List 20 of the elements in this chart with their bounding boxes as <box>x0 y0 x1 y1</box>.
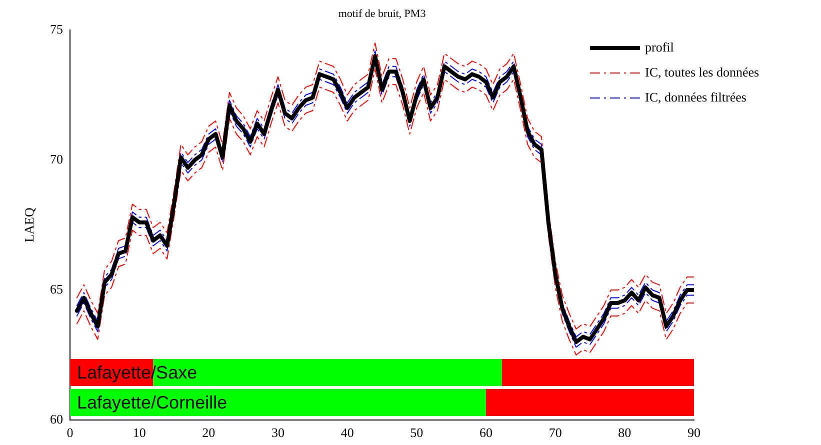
legend-label: IC, toutes les données <box>645 64 760 80</box>
y-tick-label: 65 <box>50 281 63 296</box>
x-tick-label: 50 <box>410 425 424 440</box>
legend-label: profil <box>645 39 674 54</box>
x-tick-label: 0 <box>66 425 74 440</box>
x-tick-label: 30 <box>272 425 284 440</box>
x-tick-label: 20 <box>202 425 216 440</box>
chart-title: motif de bruit, PM3 <box>338 8 426 20</box>
x-tick-label: 90 <box>688 425 700 440</box>
y-axis-title: LAEQ <box>21 207 36 242</box>
y-tick-label: 60 <box>50 411 63 426</box>
x-tick-label: 10 <box>132 425 146 440</box>
band-label: Lafayette/Corneille <box>77 392 228 412</box>
x-tick-label: 80 <box>618 425 632 440</box>
legend-label: IC, données filtrées <box>645 89 746 104</box>
x-tick-label: 70 <box>548 425 562 440</box>
y-tick-label: 75 <box>50 21 63 36</box>
x-tick-label: 60 <box>480 425 492 440</box>
x-tick-label: 40 <box>340 425 354 440</box>
y-tick-label: 70 <box>50 151 63 166</box>
